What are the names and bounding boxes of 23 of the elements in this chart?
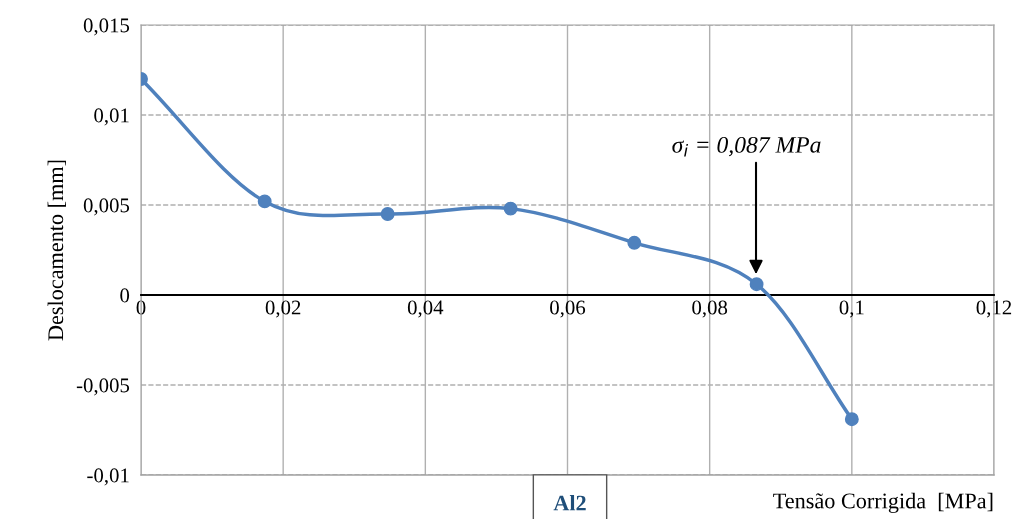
y-tick-label: 0,01	[94, 108, 129, 126]
y-tick-label: 0,005	[83, 198, 130, 216]
annotation: σ$_{i}$ = 0,087 MPa	[672, 136, 821, 157]
y-tick-label: 0	[120, 288, 130, 303]
point	[749, 277, 764, 292]
y-tick-label: -0,01	[87, 468, 129, 486]
y-tick-label: 0,015	[83, 18, 130, 36]
x-tick-label: 0,06	[550, 300, 586, 318]
point	[844, 412, 859, 427]
x-tick-label: 0,04	[407, 300, 444, 318]
point	[380, 207, 395, 221]
point	[627, 235, 642, 250]
x-tick-label: 0	[136, 300, 146, 315]
x-tick-label: 0,02	[265, 300, 301, 318]
x-tick-label: 0,1	[839, 300, 864, 318]
x-tick-label: 0,08	[692, 300, 728, 318]
y-axis-title: Deslocamento [mm]	[47, 160, 66, 341]
point	[503, 201, 518, 216]
point	[257, 194, 272, 209]
x-tick-label: 0,12	[976, 300, 1012, 318]
y-tick-label: -0,005	[76, 378, 130, 396]
text: Al2	[553, 494, 586, 511]
x-axis-title: Tensão Corrigida [MPa]	[773, 492, 993, 513]
